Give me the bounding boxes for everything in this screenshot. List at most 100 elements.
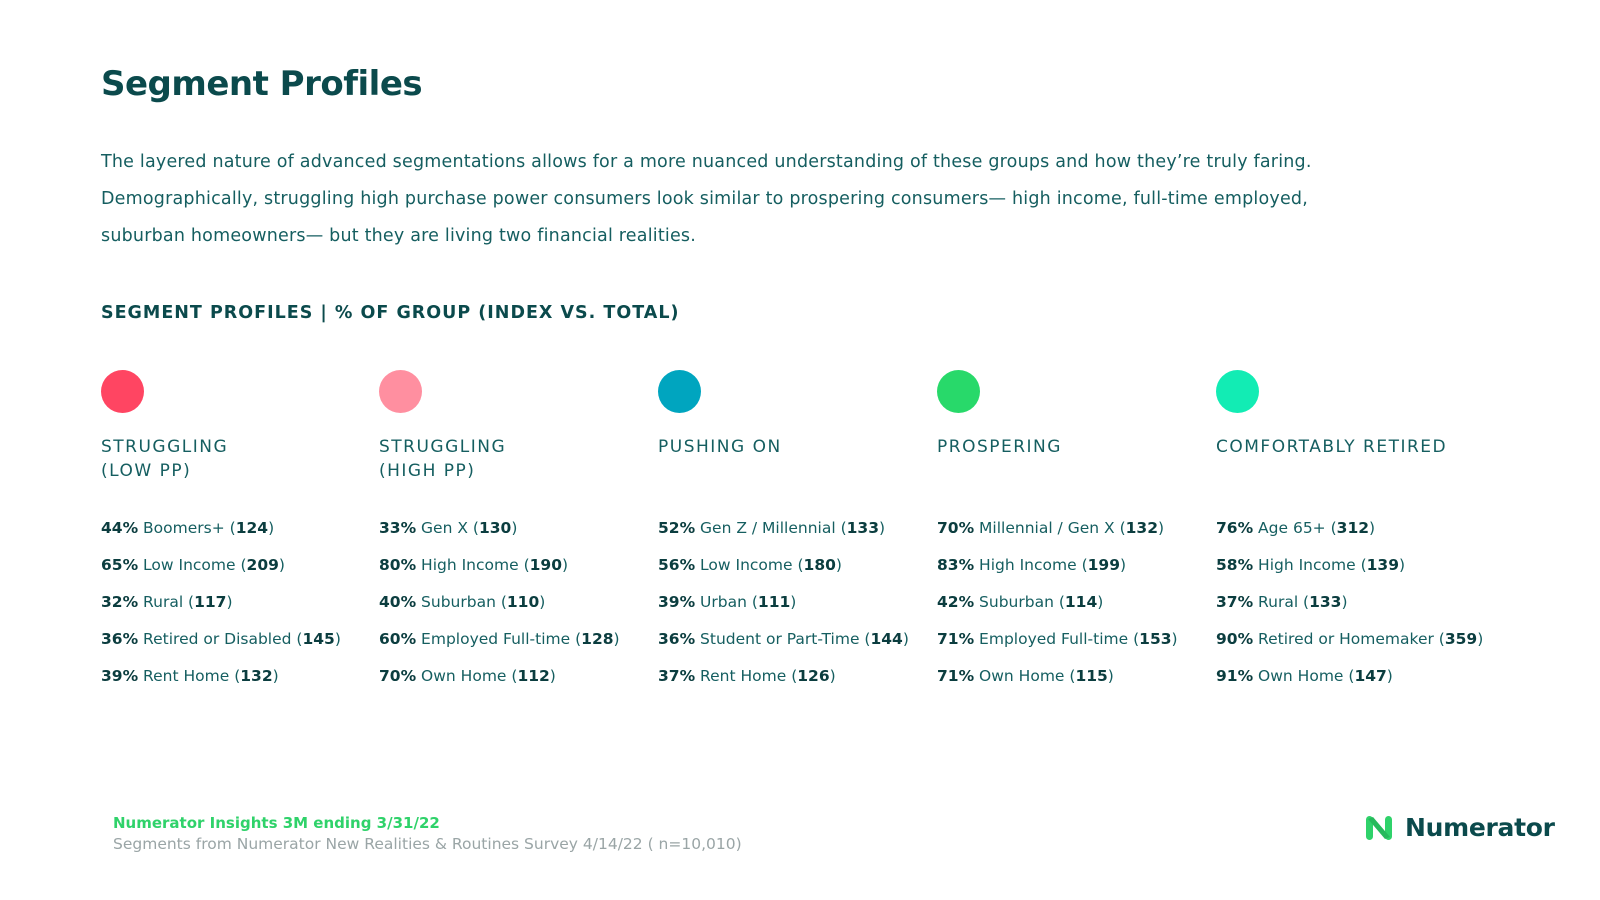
stat-label: Gen X (421, 519, 468, 537)
segment-name: STRUGGLING (LOW PP) (101, 437, 229, 481)
stat-index: 190 (529, 556, 562, 574)
page-title: Segment Profiles (101, 64, 423, 104)
stat-percent: 90% (1216, 630, 1254, 648)
stat-index: 153 (1139, 630, 1172, 648)
stat-label: Employed Full-time (421, 630, 571, 648)
stat-label: Rural (1258, 593, 1299, 611)
segment-stat: 36% Retired or Disabled (145) (101, 630, 341, 648)
stat-label: Low Income (700, 556, 793, 574)
stat-label: Rural (143, 593, 184, 611)
segment-stat: 39% Urban (111) (658, 593, 797, 611)
stat-percent: 65% (101, 556, 139, 574)
numerator-logo: Numerator (1365, 813, 1555, 842)
stat-percent: 80% (379, 556, 417, 574)
segment-stat: 90% Retired or Homemaker (359) (1216, 630, 1484, 648)
stat-label: High Income (1258, 556, 1356, 574)
stat-label: Suburban (979, 593, 1054, 611)
stat-label: Urban (700, 593, 747, 611)
stat-index: 124 (235, 519, 269, 537)
stat-index: 111 (757, 593, 791, 611)
stat-percent: 36% (101, 630, 139, 648)
stat-index: 130 (478, 519, 512, 537)
stat-label: High Income (979, 556, 1077, 574)
footer-source: Numerator Insights 3M ending 3/31/22 Seg… (113, 813, 742, 855)
segment-stat: 32% Rural (117) (101, 593, 233, 611)
segment-stat: 65% Low Income (209) (101, 556, 285, 574)
stat-percent: 36% (658, 630, 696, 648)
stat-percent: 42% (937, 593, 975, 611)
stat-percent: 70% (379, 667, 417, 685)
stat-index: 139 (1366, 556, 1399, 574)
stat-label: Own Home (979, 667, 1065, 685)
segment-stat: 36% Student or Part-Time (144) (658, 630, 909, 648)
stat-percent: 52% (658, 519, 696, 537)
stat-index: 115 (1075, 667, 1108, 685)
stat-index: 209 (246, 556, 279, 574)
stat-label: Rent Home (143, 667, 230, 685)
stat-index: 359 (1444, 630, 1478, 648)
segment-stat: 42% Suburban (114) (937, 593, 1104, 611)
segment-column: STRUGGLING (HIGH PP) 33% Gen X (130) 80% H… (379, 370, 659, 695)
stat-percent: 39% (658, 593, 696, 611)
stat-index: 147 (1354, 667, 1387, 685)
stat-label: Employed Full-time (979, 630, 1129, 648)
stat-index: 312 (1336, 519, 1370, 537)
stat-percent: 71% (937, 667, 975, 685)
segment-column: STRUGGLING (LOW PP) 44% Boomers+ (124) 65%… (101, 370, 381, 695)
stat-index: 128 (581, 630, 614, 648)
segment-stat: 76% Age 65+ (312) (1216, 519, 1376, 537)
stat-percent: 37% (1216, 593, 1254, 611)
logo-text: Numerator (1405, 813, 1555, 842)
segment-column: PUSHING ON 52% Gen Z / Millennial (133) 56… (658, 370, 938, 695)
stat-index: 145 (302, 630, 335, 648)
segment-stat: 71% Own Home (115) (937, 667, 1114, 685)
stat-label: Own Home (1258, 667, 1344, 685)
intro-line: Demographically, struggling high purchas… (101, 189, 1308, 209)
stat-label: Own Home (421, 667, 507, 685)
segment-name: COMFORTABLY RETIRED (1216, 437, 1448, 457)
stat-index: 132 (240, 667, 273, 685)
segment-stat: 40% Suburban (110) (379, 593, 546, 611)
stat-index: 133 (846, 519, 879, 537)
stat-label: Gen Z / Millennial (700, 519, 836, 537)
stat-percent: 58% (1216, 556, 1254, 574)
numerator-n-logo-icon (1366, 815, 1392, 840)
segment-column: COMFORTABLY RETIRED 76% Age 65+ (312) 58% … (1216, 370, 1496, 695)
stat-percent: 39% (101, 667, 139, 685)
stat-percent: 32% (101, 593, 139, 611)
stat-label: Student or Part-Time (700, 630, 860, 648)
segment-stat: 71% Employed Full-time (153) (937, 630, 1178, 648)
stat-label: Retired or Homemaker (1258, 630, 1434, 648)
segment-stat: 37% Rural (133) (1216, 593, 1348, 611)
segment-color-dot (937, 370, 980, 413)
source-primary: Numerator Insights 3M ending 3/31/22 (113, 814, 440, 832)
segment-stat: 52% Gen Z / Millennial (133) (658, 519, 886, 537)
stat-percent: 37% (658, 667, 696, 685)
segment-stat: 91% Own Home (147) (1216, 667, 1393, 685)
section-label: SEGMENT PROFILES | % OF GROUP (INDEX VS.… (101, 303, 680, 323)
segment-name: STRUGGLING (HIGH PP) (379, 437, 507, 481)
stat-index: 133 (1309, 593, 1342, 611)
stat-label: Rent Home (700, 667, 787, 685)
segment-color-dot (101, 370, 144, 413)
stat-label: Boomers+ (143, 519, 225, 537)
stat-index: 110 (506, 593, 540, 611)
segment-name: PUSHING ON (658, 437, 782, 457)
stat-index: 132 (1125, 519, 1158, 537)
segment-stat: 70% Millennial / Gen X (132) (937, 519, 1165, 537)
intro-paragraph: The layered nature of advanced segmentat… (101, 144, 1501, 255)
source-secondary: Segments from Numerator New Realities & … (113, 835, 742, 853)
segment-stat: 60% Employed Full-time (128) (379, 630, 620, 648)
intro-line: The layered nature of advanced segmentat… (101, 152, 1312, 172)
stat-percent: 70% (937, 519, 975, 537)
stat-percent: 83% (937, 556, 975, 574)
stat-label: High Income (421, 556, 519, 574)
stat-percent: 56% (658, 556, 696, 574)
stat-label: Suburban (421, 593, 496, 611)
segment-stat: 80% High Income (190) (379, 556, 569, 574)
stat-index: 126 (797, 667, 830, 685)
stat-label: Age 65+ (1258, 519, 1326, 537)
stat-index: 180 (803, 556, 836, 574)
segment-stat: 70% Own Home (112) (379, 667, 556, 685)
stat-index: 199 (1087, 556, 1120, 574)
